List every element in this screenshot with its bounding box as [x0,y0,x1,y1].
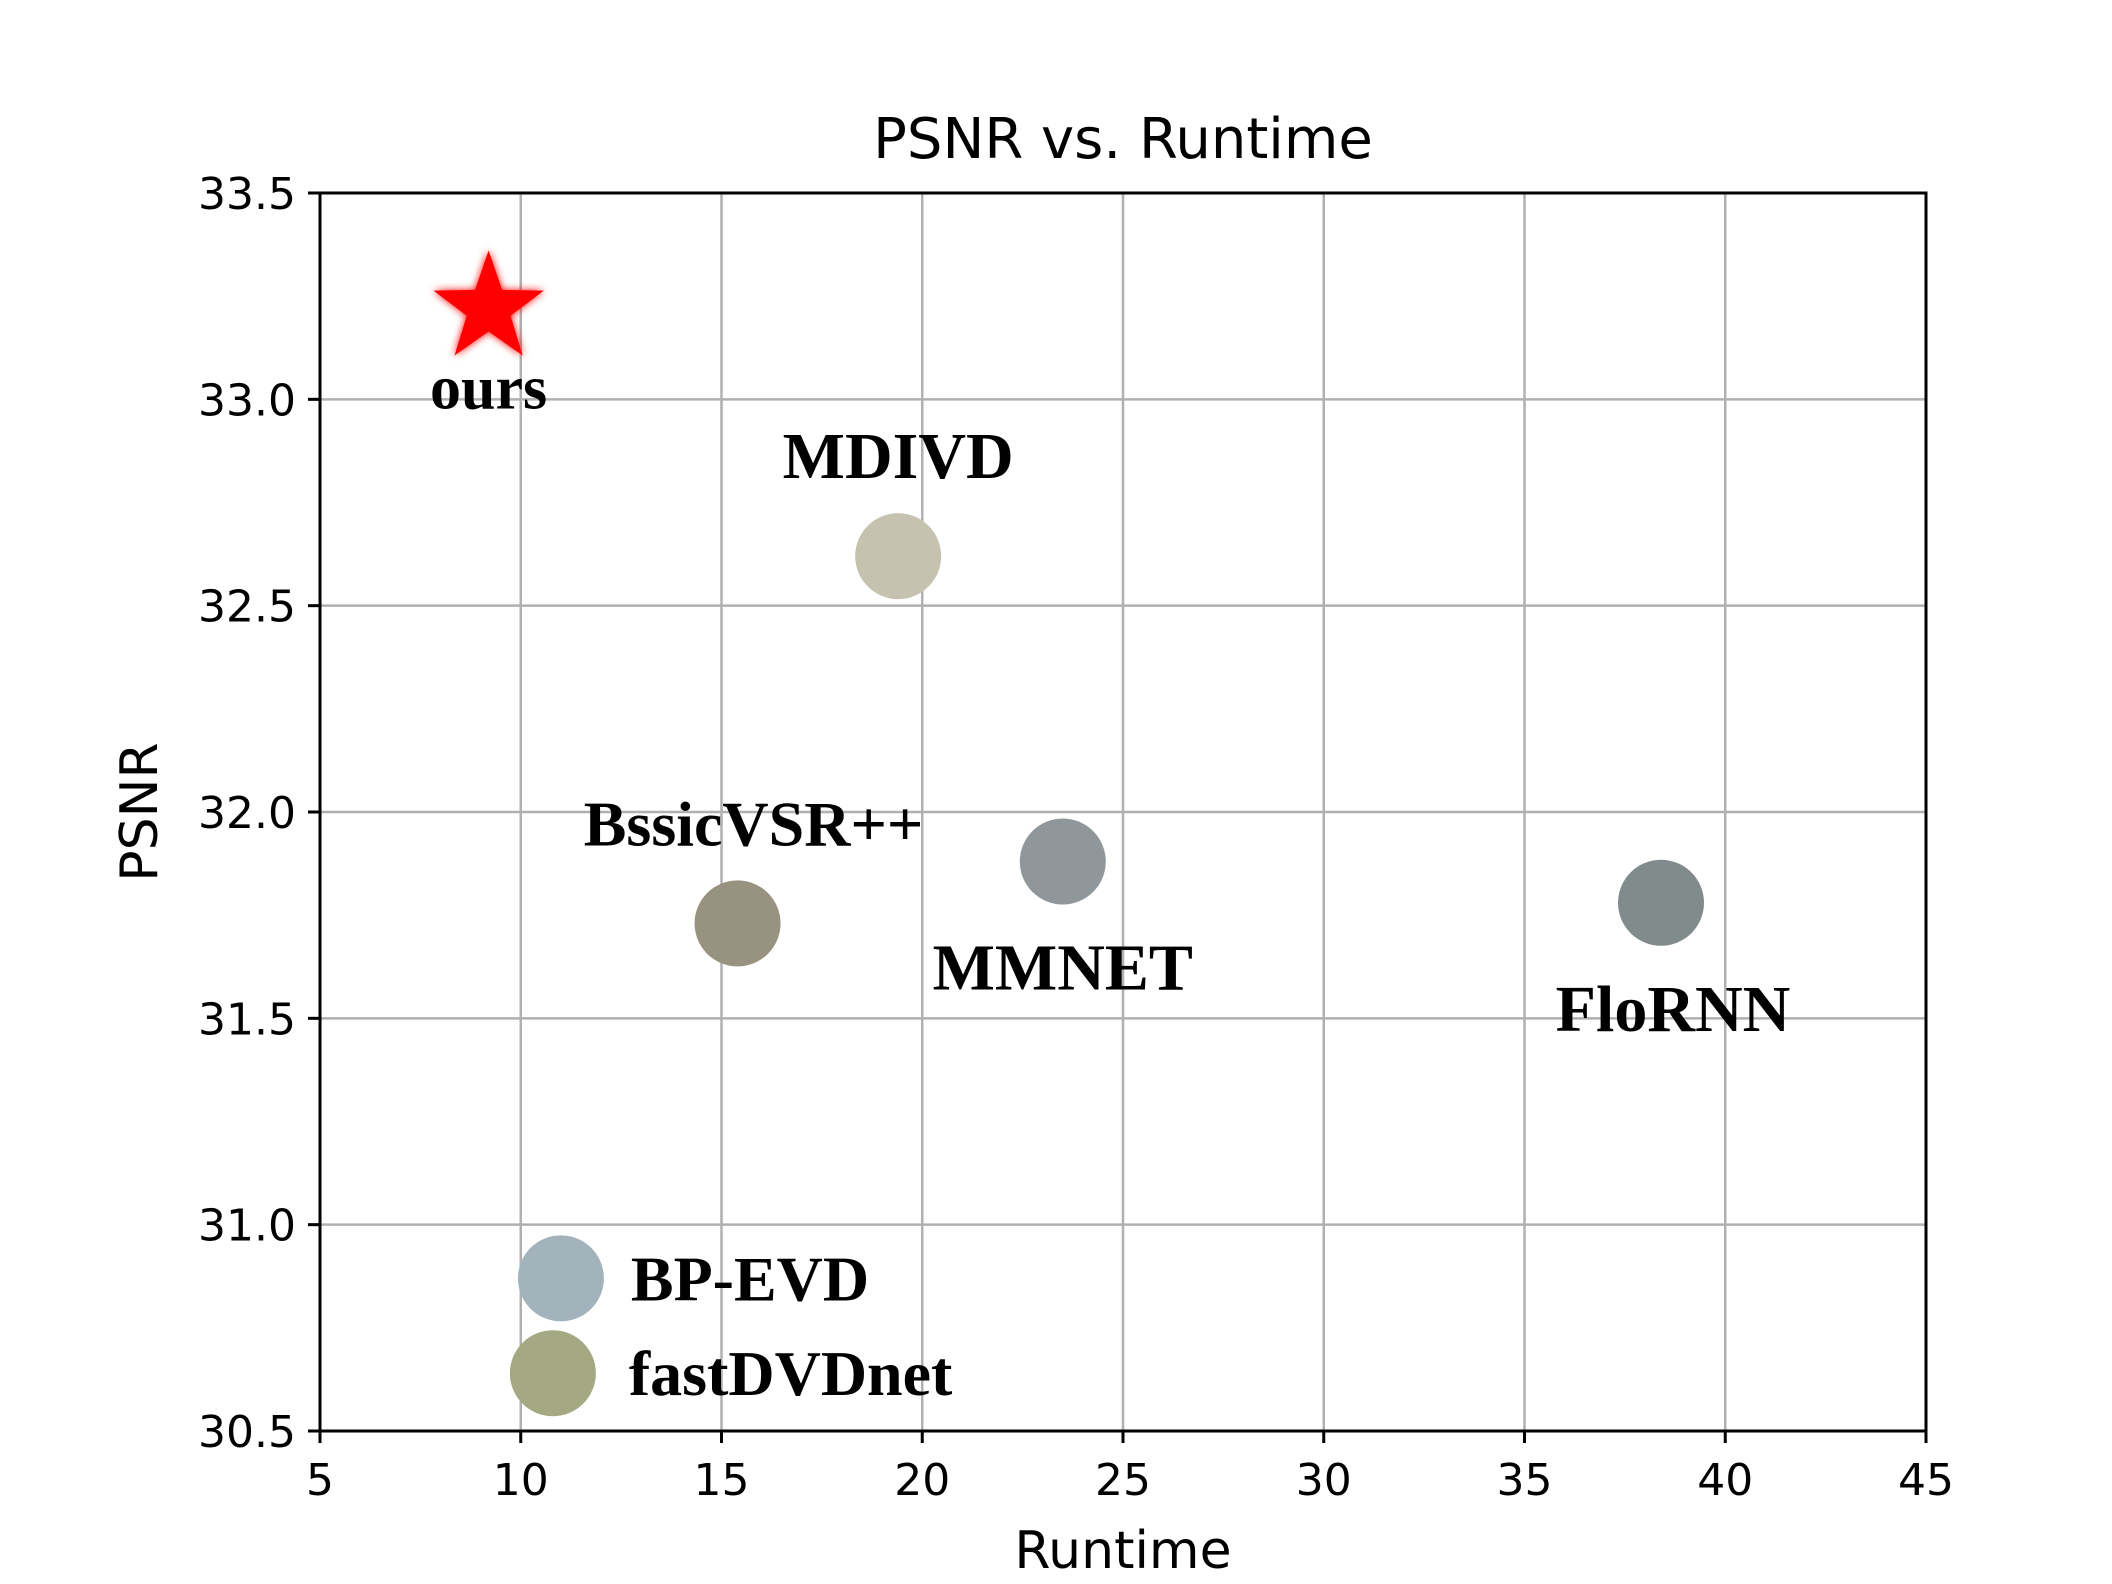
y-tick-label: 30.5 [198,1407,296,1458]
point-fastdvdnet-marker [509,1330,596,1417]
x-tick-label: 40 [1697,1455,1753,1506]
point-mmnet-label: MMNET [933,932,1193,1005]
y-tick-label: 33.5 [198,169,296,220]
y-tick-label: 31.5 [198,994,296,1045]
y-tick-label: 32.5 [198,582,296,633]
x-tick-label: 5 [306,1455,334,1506]
point-bp-evd-label: BP-EVD [631,1243,869,1314]
y-axis-label: PSNR [110,742,170,881]
point-mmnet-marker [1019,818,1106,905]
point-bp-evd-marker [517,1235,604,1322]
y-tick-label: 33.0 [198,375,296,426]
point-flornn-label: FloRNN [1556,973,1791,1046]
point-mdivd-marker [855,513,942,600]
grid [318,191,1928,1433]
x-tick-label: 20 [894,1455,950,1506]
chart-title: PSNR vs. Runtime [873,107,1373,172]
point-flornn-marker [1618,859,1705,946]
point-ours-star-marker [433,250,544,356]
point-bssicvsr-marker [694,880,781,967]
point-bssicvsr-label: BssicVSR++ [584,788,924,859]
x-tick-label: 10 [493,1455,549,1506]
x-tick-label: 35 [1497,1455,1553,1506]
axis-ticks: 5 10 15 20 25 30 35 40 45 30.5 31.0 31.5 32.0 32.5 33.… [198,169,1954,1506]
x-axis-label: Runtime [1014,1521,1231,1581]
y-tick-label: 32.0 [198,788,296,839]
x-tick-label: 25 [1095,1455,1151,1506]
point-fastdvdnet-label: fastDVDnet [629,1338,953,1409]
point-ours-label: ours [430,355,547,423]
x-tick-label: 30 [1296,1455,1352,1506]
point-mdivd-label: MDIVD [783,420,1014,493]
x-tick-label: 15 [694,1455,750,1506]
x-tick-label: 45 [1898,1455,1954,1506]
y-tick-label: 31.0 [198,1201,296,1252]
data-points: ours MDIVD BssicVSR++ MMNET FloRNN BP-EVD fast… [430,250,1791,1417]
